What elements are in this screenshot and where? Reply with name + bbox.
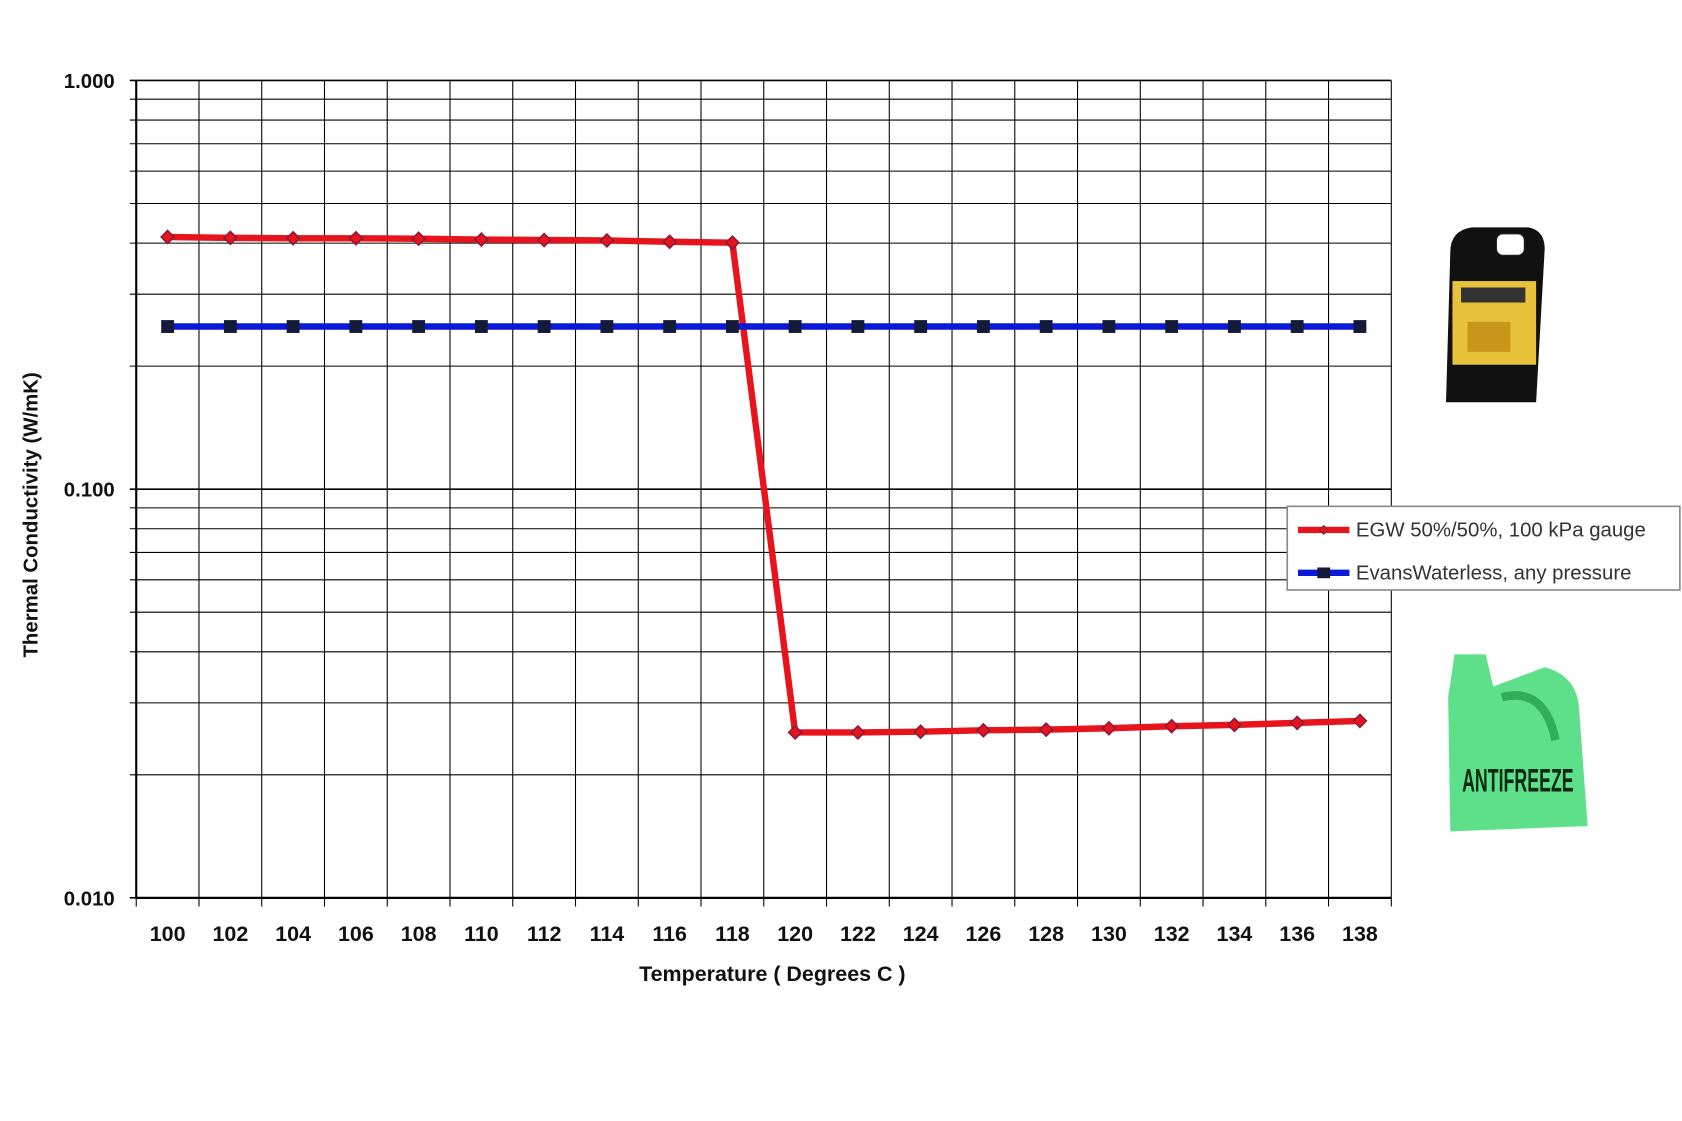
data-marker [975, 722, 991, 738]
data-marker [348, 230, 364, 246]
data-marker [599, 232, 615, 249]
data-marker [1227, 320, 1241, 333]
data-marker [662, 234, 678, 250]
data-marker [411, 231, 427, 247]
data-marker [600, 320, 614, 333]
x-tick-label: 100 [150, 922, 186, 946]
antifreeze-jug-image: ANTIFREEZE [1448, 654, 1588, 832]
data-marker [1038, 722, 1054, 738]
x-tick-label: 118 [715, 922, 750, 946]
data-marker [914, 320, 928, 333]
data-marker [537, 320, 551, 333]
data-marker [913, 724, 929, 740]
data-line [167, 233, 1361, 736]
data-marker [1102, 320, 1116, 333]
y-tick-label: 0.100 [64, 480, 115, 502]
data-marker [1290, 320, 1304, 333]
data-marker [474, 320, 488, 333]
legend-marker [1317, 567, 1331, 579]
x-tick-label: 112 [527, 922, 562, 946]
data-marker [1039, 320, 1053, 333]
x-tick-label: 116 [652, 922, 687, 946]
data-marker [286, 320, 300, 333]
data-marker [1352, 713, 1368, 729]
x-tick-label: 104 [275, 922, 311, 946]
x-tick-label: 134 [1217, 922, 1253, 946]
data-marker [724, 235, 740, 251]
data-marker [1165, 320, 1179, 333]
data-marker [285, 230, 301, 246]
data-marker [850, 724, 866, 740]
data-marker [1289, 715, 1305, 731]
y-tick-label: 1.000 [64, 71, 115, 93]
x-tick-label: 106 [338, 922, 374, 946]
data-marker [223, 320, 237, 333]
data-marker [851, 320, 865, 333]
data-marker [349, 320, 363, 333]
data-marker [161, 320, 175, 333]
data-marker [1101, 720, 1117, 736]
legend-box [1286, 505, 1681, 591]
y-axis-label: Thermal Conductivity (W/mK) [21, 372, 43, 657]
data-marker [787, 724, 803, 740]
data-marker [788, 320, 802, 333]
x-tick-label: 132 [1154, 922, 1190, 946]
x-tick-label: 102 [212, 922, 248, 946]
evans-jug-image [1446, 227, 1545, 403]
x-tick-label: 138 [1342, 922, 1378, 946]
x-tick-label: 124 [903, 922, 939, 946]
legend-label: EGW 50%/50%, 100 kPa gauge [1356, 519, 1646, 541]
legend-label: EvansWaterless, any pressure [1356, 562, 1632, 584]
legend-marker [1318, 524, 1329, 535]
x-tick-label: 108 [401, 922, 437, 946]
x-tick-label: 126 [966, 922, 1002, 946]
data-marker [1164, 718, 1180, 734]
data-marker [412, 320, 426, 333]
y-tick-label: 0.010 [64, 888, 115, 910]
data-marker [1226, 717, 1242, 733]
x-tick-label: 120 [777, 922, 813, 946]
data-marker [536, 232, 552, 248]
data-marker [1353, 320, 1367, 333]
x-axis-label: Temperature ( Degrees C ) [639, 962, 905, 986]
image-label: ANTIFREEZE [1462, 763, 1574, 799]
x-tick-label: 114 [590, 922, 625, 946]
data-marker [725, 320, 739, 333]
x-tick-label: 130 [1091, 922, 1127, 946]
plot-area [129, 79, 1392, 907]
x-tick-label: 136 [1279, 922, 1315, 946]
data-marker [663, 320, 677, 333]
data-marker [473, 232, 489, 248]
data-marker [976, 320, 990, 333]
data-marker [222, 230, 238, 246]
data-marker [160, 229, 176, 245]
x-tick-label: 122 [840, 922, 876, 946]
x-tick-label: 128 [1028, 922, 1064, 946]
x-tick-label: 110 [464, 922, 499, 946]
